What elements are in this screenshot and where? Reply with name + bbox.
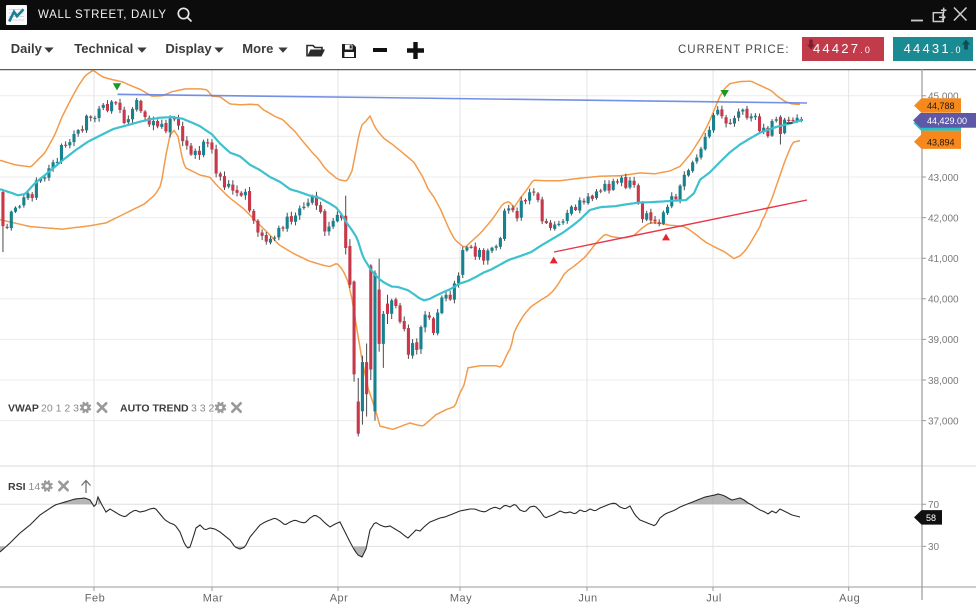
svg-text:3 3 2: 3 3 2: [191, 403, 215, 415]
svg-text:Apr: Apr: [330, 593, 349, 605]
svg-text:42,000: 42,000: [928, 213, 959, 224]
svg-text:RSI: RSI: [8, 481, 26, 493]
svg-text:38,000: 38,000: [928, 376, 959, 387]
svg-text:14: 14: [29, 481, 41, 493]
svg-text:VWAP: VWAP: [8, 403, 39, 415]
svg-text:43,894: 43,894: [927, 137, 955, 147]
svg-text:70: 70: [928, 500, 940, 511]
svg-text:41,000: 41,000: [928, 254, 959, 265]
svg-text:Mar: Mar: [203, 593, 223, 605]
svg-text:AUTO TREND: AUTO TREND: [120, 403, 189, 415]
svg-text:43,000: 43,000: [928, 173, 959, 184]
svg-text:Jun: Jun: [578, 593, 597, 605]
svg-text:44,788: 44,788: [927, 101, 955, 111]
svg-text:Aug: Aug: [839, 593, 860, 605]
svg-text:40,000: 40,000: [928, 295, 959, 306]
svg-text:37,000: 37,000: [928, 416, 959, 427]
svg-text:Feb: Feb: [85, 593, 105, 605]
svg-text:44,429.00: 44,429.00: [927, 116, 967, 126]
svg-text:Jul: Jul: [706, 593, 722, 605]
svg-text:30: 30: [928, 542, 940, 553]
svg-text:45,000: 45,000: [928, 92, 959, 103]
svg-text:39,000: 39,000: [928, 335, 959, 346]
svg-text:20 1 2 3: 20 1 2 3: [41, 403, 79, 415]
svg-text:58: 58: [926, 513, 936, 523]
svg-text:May: May: [450, 593, 472, 605]
